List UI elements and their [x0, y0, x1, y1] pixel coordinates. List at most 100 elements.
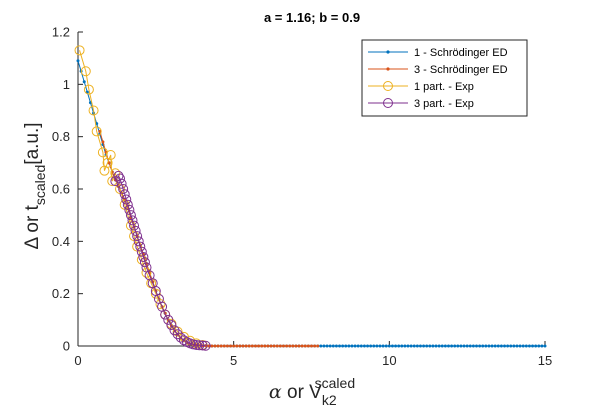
data-point	[471, 344, 475, 348]
data-point	[119, 189, 130, 200]
data-point	[281, 344, 285, 348]
data-point	[362, 344, 366, 348]
data-point	[266, 344, 270, 348]
data-point	[524, 344, 528, 348]
data-point	[356, 344, 360, 348]
data-point	[250, 344, 254, 348]
data-point	[372, 344, 376, 348]
data-point	[88, 105, 99, 116]
data-point	[409, 344, 413, 348]
data-point	[253, 344, 257, 348]
data-point	[459, 344, 463, 348]
data-point	[116, 178, 127, 189]
data-point	[83, 84, 94, 95]
data-point	[232, 344, 236, 348]
data-point	[288, 344, 292, 348]
data-point	[197, 340, 208, 351]
series-layer	[74, 45, 547, 351]
data-point	[121, 194, 132, 205]
data-point	[135, 241, 146, 252]
data-point	[453, 344, 457, 348]
data-point	[178, 335, 189, 346]
data-point	[537, 344, 541, 348]
legend-marker	[383, 81, 393, 91]
data-point	[499, 344, 503, 348]
data-point	[331, 344, 335, 348]
data-point	[229, 344, 233, 348]
data-point	[443, 344, 447, 348]
data-point	[381, 344, 385, 348]
data-point	[166, 320, 177, 331]
data-point	[394, 344, 398, 348]
data-point	[468, 344, 472, 348]
y-tick-label: 0.6	[52, 182, 70, 197]
y-tick-label: 1	[63, 77, 70, 92]
data-point	[400, 344, 404, 348]
data-point	[334, 344, 338, 348]
legend-marker	[383, 98, 393, 108]
y-tick-label: 0.8	[52, 129, 70, 144]
data-point	[241, 344, 245, 348]
data-point	[136, 254, 147, 265]
data-point	[85, 90, 89, 94]
data-point	[418, 344, 422, 348]
data-point	[269, 344, 273, 348]
data-point	[213, 344, 217, 348]
data-point	[422, 344, 426, 348]
data-point	[136, 246, 147, 257]
y-tick-label: 1.2	[52, 25, 70, 40]
x-axis-label-sub: k2	[322, 392, 337, 408]
data-point	[150, 288, 161, 299]
legend-label: 1 - Schrödinger ED	[414, 47, 508, 59]
data-point	[80, 66, 91, 77]
data-point	[446, 344, 450, 348]
data-point	[130, 225, 141, 236]
data-point	[291, 344, 295, 348]
x-axis-label-sup: scaled	[315, 375, 355, 391]
data-point	[359, 344, 363, 348]
data-point	[316, 344, 320, 348]
data-point	[285, 344, 289, 348]
data-point	[138, 252, 149, 263]
data-point	[462, 344, 466, 348]
x-tick-label: 5	[230, 353, 237, 368]
data-point	[496, 344, 500, 348]
data-point	[506, 344, 510, 348]
x-axis-label-main: or V	[282, 382, 322, 403]
data-point	[428, 344, 432, 348]
data-point	[124, 204, 135, 215]
chart-title: a = 1.16; b = 0.9	[264, 10, 360, 25]
data-point	[263, 344, 267, 348]
data-point	[133, 236, 144, 247]
data-point	[415, 344, 419, 348]
data-point	[515, 344, 519, 348]
data-point	[278, 344, 282, 348]
data-point	[518, 344, 522, 348]
data-point	[406, 344, 410, 348]
data-point	[341, 344, 345, 348]
data-point	[139, 257, 150, 268]
data-point	[306, 344, 310, 348]
data-point	[531, 344, 535, 348]
legend-label: 3 part. - Exp	[414, 98, 474, 110]
data-point	[238, 344, 242, 348]
y-axis-label-symbol: Δ	[22, 237, 43, 250]
x-tick-label: 10	[382, 353, 396, 368]
data-point	[487, 344, 491, 348]
data-point	[378, 344, 382, 348]
data-point	[456, 344, 460, 348]
data-point	[115, 173, 126, 184]
data-point	[475, 344, 479, 348]
data-point	[74, 45, 85, 56]
data-point	[481, 344, 485, 348]
data-point	[244, 344, 248, 348]
data-point	[200, 340, 211, 351]
data-point	[247, 344, 251, 348]
data-point	[484, 344, 488, 348]
y-tick-label: 0.4	[52, 234, 70, 249]
data-point	[434, 344, 438, 348]
data-point	[127, 215, 138, 226]
data-point	[216, 344, 220, 348]
data-point	[478, 344, 482, 348]
legend-marker	[386, 50, 390, 54]
